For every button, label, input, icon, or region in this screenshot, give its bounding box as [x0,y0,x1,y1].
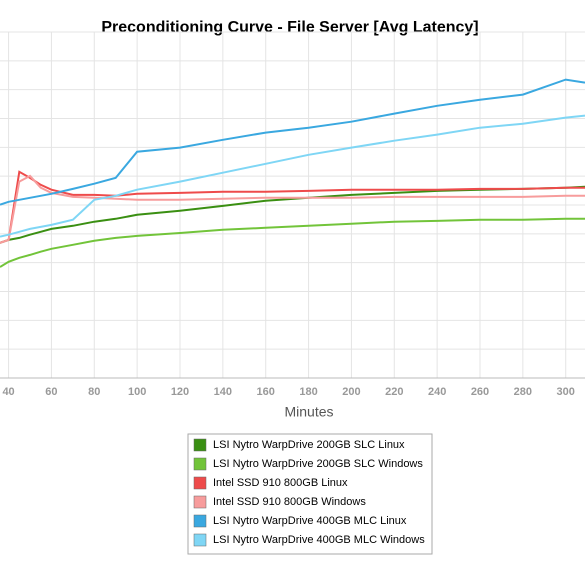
x-tick-label: 100 [128,386,146,398]
legend-swatch [193,457,207,471]
series-line [0,114,585,238]
x-tick-label: 160 [257,386,275,398]
x-tick-label: 120 [171,386,189,398]
series-line [0,78,585,206]
x-tick-label: 40 [2,386,14,398]
legend-label: LSI Nytro WarpDrive 200GB SLC Linux [213,439,405,451]
x-tick-label: 140 [214,386,232,398]
legend-swatch [193,495,207,509]
series-line [0,174,585,244]
legend-box [187,433,433,555]
legend-label: Intel SSD 910 800GB Windows [213,496,366,508]
x-tick-label: 220 [385,386,403,398]
x-tick-label: 260 [471,386,489,398]
series-line [0,170,585,244]
x-tick-label: 80 [88,386,100,398]
legend-swatch [193,533,207,547]
legend-label: LSI Nytro WarpDrive 400GB MLC Linux [213,515,407,527]
legend-swatch [193,514,207,528]
legend-label: LSI Nytro WarpDrive 200GB SLC Windows [213,458,423,470]
chart-title: Preconditioning Curve - File Server [Avg… [101,19,478,36]
legend-label: LSI Nytro WarpDrive 400GB MLC Windows [213,534,425,546]
x-axis-label: Minutes [284,404,333,420]
x-tick-label: 60 [45,386,57,398]
x-tick-label: 300 [557,386,575,398]
series-line [0,217,585,268]
x-tick-label: 180 [299,386,317,398]
legend-swatch [193,476,207,490]
x-tick-label: 200 [342,386,360,398]
legend-swatch [193,438,207,452]
x-tick-label: 280 [514,386,532,398]
x-tick-label: 240 [428,386,446,398]
legend-label: Intel SSD 910 800GB Linux [213,477,348,489]
